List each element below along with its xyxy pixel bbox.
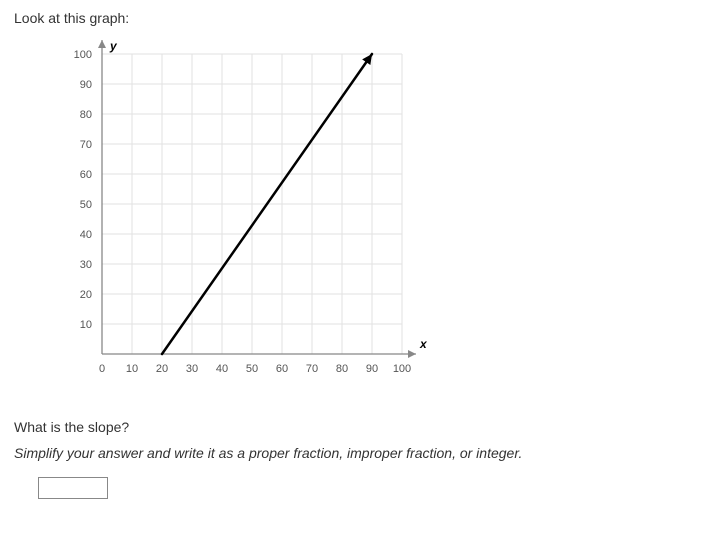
svg-text:10: 10 xyxy=(80,319,92,331)
svg-text:70: 70 xyxy=(80,139,92,151)
svg-text:50: 50 xyxy=(80,199,92,211)
svg-text:60: 60 xyxy=(80,169,92,181)
svg-text:80: 80 xyxy=(80,109,92,121)
svg-text:40: 40 xyxy=(80,229,92,241)
svg-text:20: 20 xyxy=(80,289,92,301)
svg-text:90: 90 xyxy=(366,363,378,375)
chart-svg: 0 10 20 30 40 50 60 70 80 90 100 10 20 30 40 50 60 70 80 90… xyxy=(36,38,436,398)
instruction-text: Simplify your answer and write it as a p… xyxy=(14,445,712,461)
svg-text:0: 0 xyxy=(99,363,105,375)
svg-text:90: 90 xyxy=(80,79,92,91)
svg-text:30: 30 xyxy=(80,259,92,271)
slope-chart: 0 10 20 30 40 50 60 70 80 90 100 10 20 30 40 50 60 70 80 90… xyxy=(36,38,712,401)
svg-text:40: 40 xyxy=(216,363,228,375)
svg-text:60: 60 xyxy=(276,363,288,375)
svg-text:100: 100 xyxy=(393,363,411,375)
svg-text:100: 100 xyxy=(74,49,92,61)
answer-input[interactable] xyxy=(38,477,108,499)
svg-text:20: 20 xyxy=(156,363,168,375)
svg-text:30: 30 xyxy=(186,363,198,375)
svg-text:70: 70 xyxy=(306,363,318,375)
question-text: What is the slope? xyxy=(14,419,712,435)
svg-text:y: y xyxy=(109,39,118,53)
svg-text:80: 80 xyxy=(336,363,348,375)
svg-text:50: 50 xyxy=(246,363,258,375)
svg-text:x: x xyxy=(419,337,428,351)
prompt-text: Look at this graph: xyxy=(14,10,712,26)
svg-text:10: 10 xyxy=(126,363,138,375)
